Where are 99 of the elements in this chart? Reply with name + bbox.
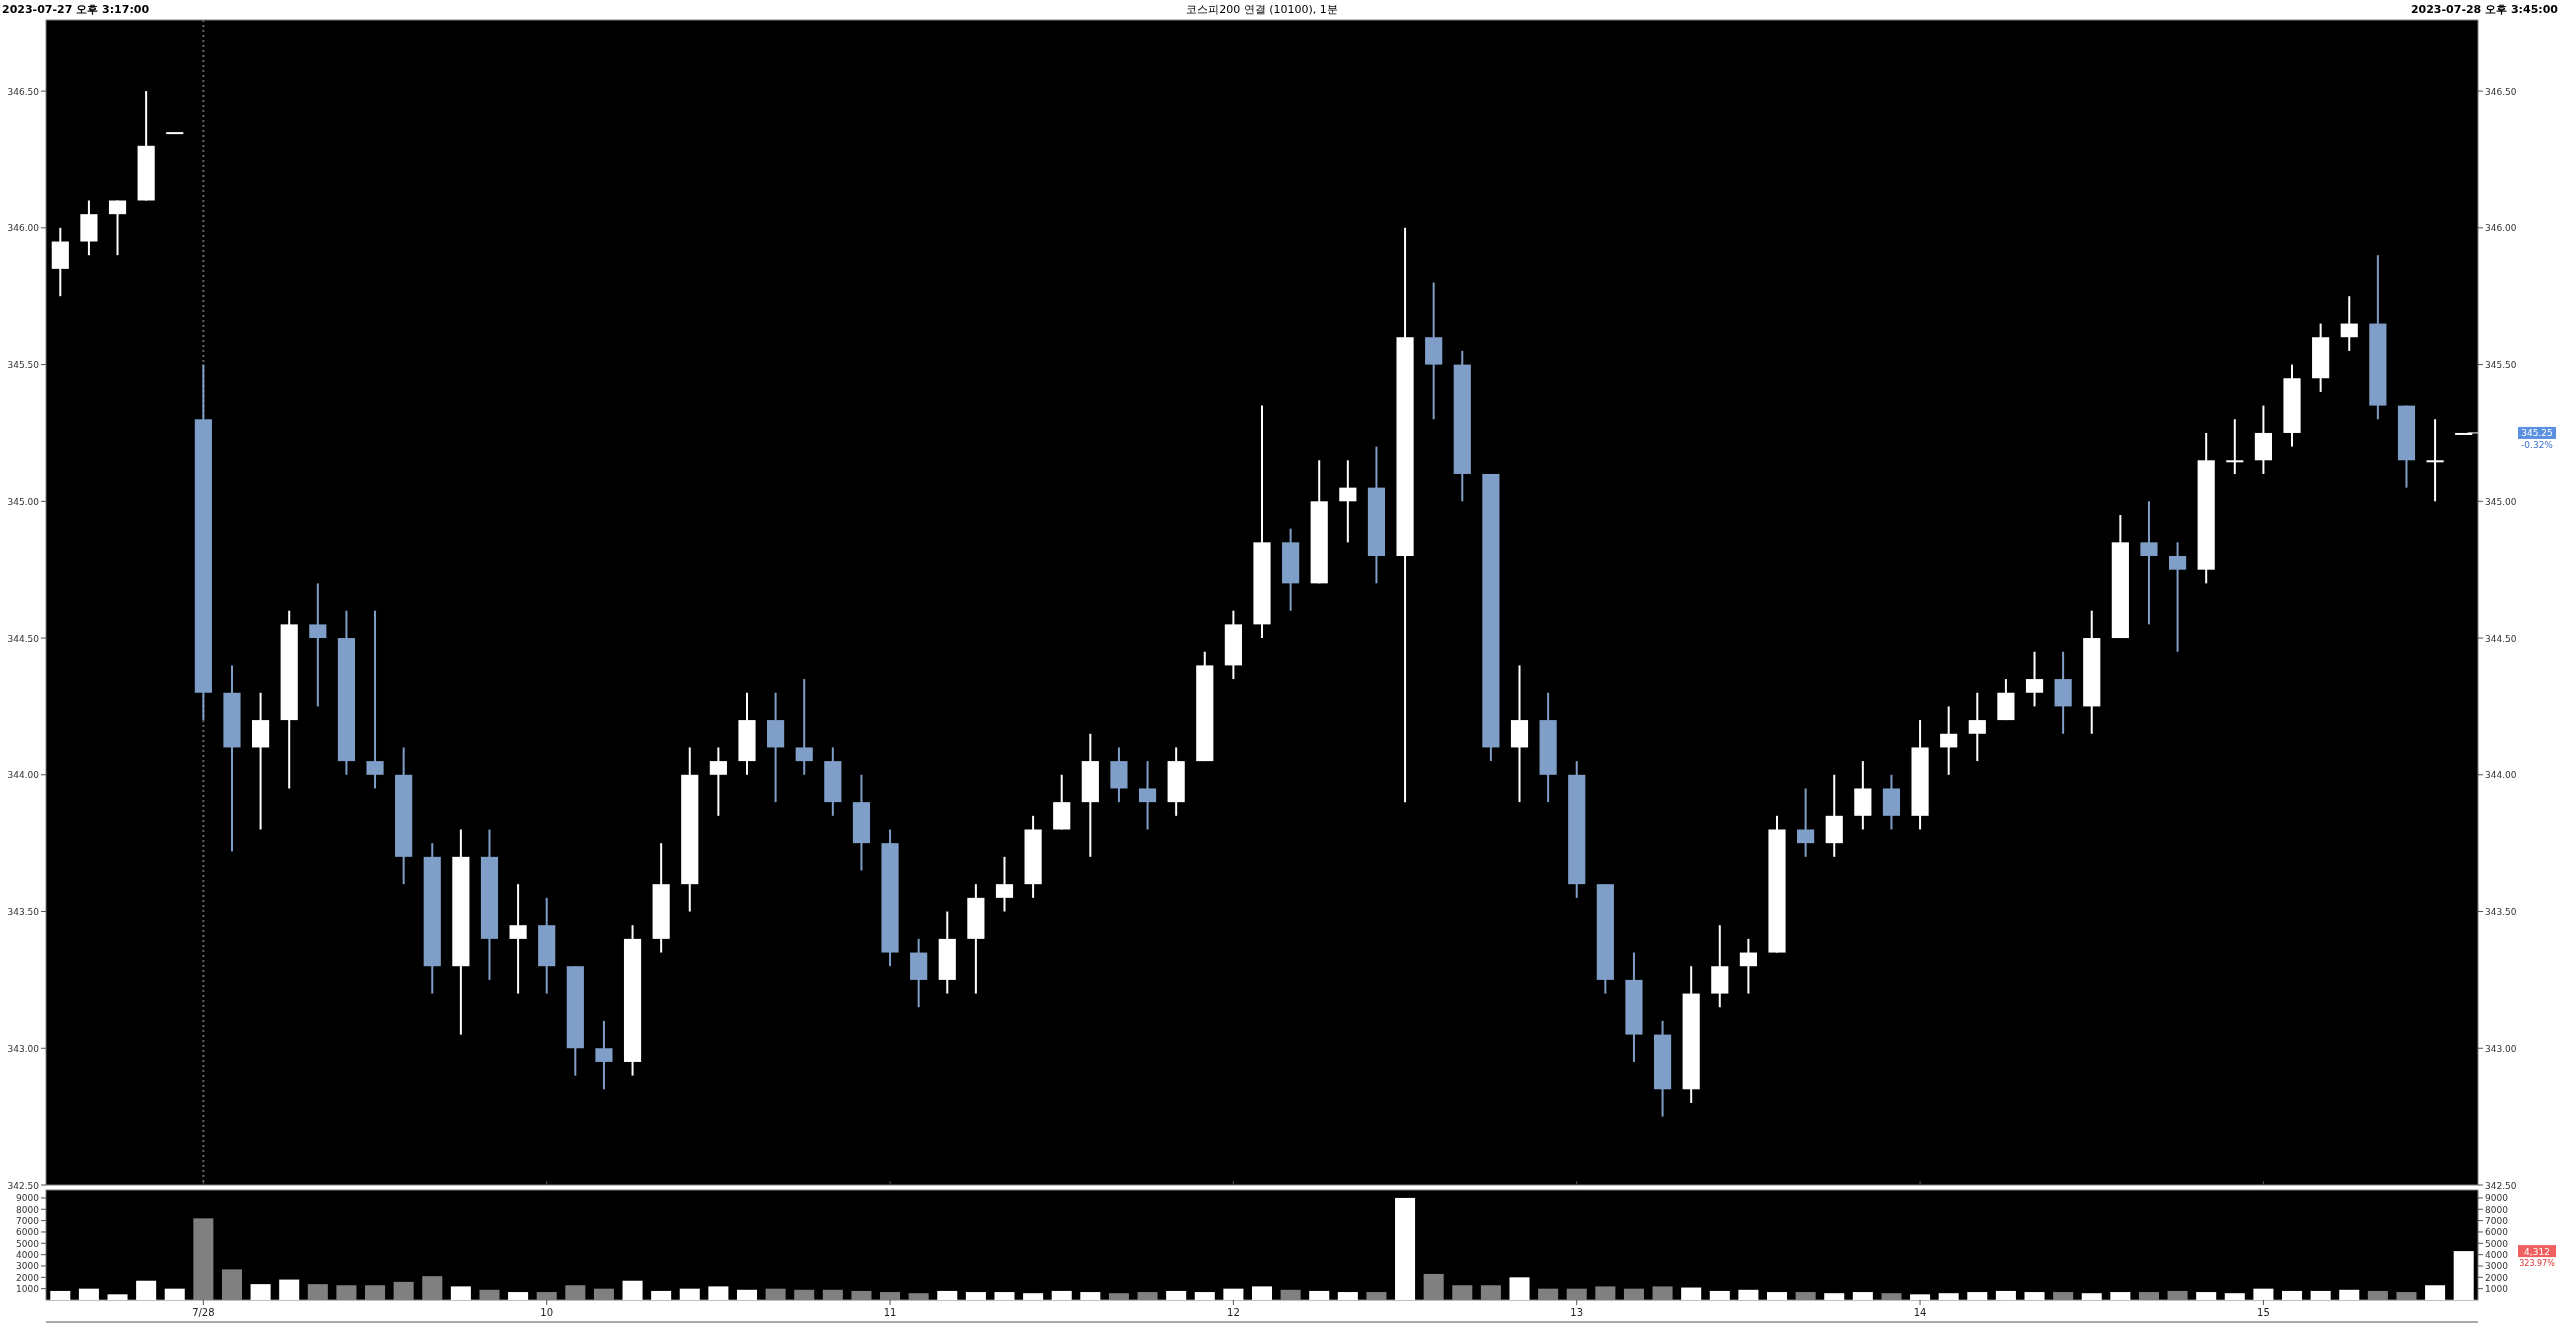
y2-tick-label: 1000 bbox=[2485, 1284, 2509, 1295]
y2-tick-label: 8000 bbox=[2485, 1204, 2509, 1215]
bar bbox=[250, 1284, 271, 1300]
x-tick-label: 14 bbox=[1913, 1307, 1927, 1318]
bar bbox=[136, 1280, 157, 1300]
bar bbox=[450, 1286, 471, 1300]
y2-tick-label: 346.50 bbox=[2485, 86, 2517, 97]
bar bbox=[1395, 1197, 1416, 1300]
bar bbox=[1938, 1293, 1959, 1300]
y2-tick-label: 343.50 bbox=[2485, 907, 2517, 918]
bar bbox=[679, 1288, 700, 1300]
y2-tick-label: 344.00 bbox=[2485, 770, 2517, 781]
y2-tick-label: 345.00 bbox=[2485, 496, 2517, 507]
x-tick-label: 11 bbox=[883, 1307, 897, 1318]
bar bbox=[1910, 1294, 1931, 1300]
text: 323.97% bbox=[2519, 1259, 2556, 1269]
y2-tick-label: 344.50 bbox=[2485, 633, 2517, 644]
y2-tick-label: 6000 bbox=[2485, 1227, 2509, 1238]
bar bbox=[2196, 1292, 2217, 1300]
y2-tick-label: 3000 bbox=[2485, 1261, 2509, 1272]
y-tick-label: 343.00 bbox=[7, 1043, 40, 1054]
bar bbox=[1337, 1292, 1358, 1300]
x-tick-label: 15 bbox=[2257, 1307, 2270, 1318]
y-tick-label: 346.00 bbox=[7, 223, 40, 234]
bar bbox=[50, 1290, 71, 1300]
y-tick-label: 4000 bbox=[16, 1250, 40, 1261]
text: 4,312 bbox=[2524, 1246, 2550, 1257]
y2-tick-label: 346.00 bbox=[2485, 223, 2517, 234]
y-tick-label: 9000 bbox=[16, 1193, 40, 1204]
y-tick-label: 3000 bbox=[16, 1261, 40, 1272]
bar bbox=[1023, 1293, 1044, 1300]
bar bbox=[736, 1289, 757, 1300]
bar bbox=[1080, 1292, 1101, 1300]
bar bbox=[2310, 1290, 2331, 1300]
bar bbox=[2224, 1293, 2245, 1300]
bar bbox=[1051, 1290, 1072, 1300]
y-tick-label: 343.50 bbox=[7, 907, 40, 918]
y-tick-label: 5000 bbox=[16, 1238, 40, 1249]
bar bbox=[1967, 1292, 1988, 1300]
y-tick-label: 2000 bbox=[16, 1272, 40, 1283]
bar bbox=[994, 1292, 1015, 1300]
x-tick-label: 13 bbox=[1570, 1307, 1584, 1318]
bar bbox=[508, 1292, 529, 1300]
y2-tick-label: 2000 bbox=[2485, 1272, 2509, 1283]
bar bbox=[2282, 1290, 2303, 1300]
y-tick-label: 8000 bbox=[16, 1204, 40, 1215]
text: 2023-07-28 오후 3:45:00 bbox=[2410, 3, 2559, 16]
y-tick-label: 345.00 bbox=[7, 496, 40, 507]
text: 2023-07-27 오후 3:17:00 bbox=[2, 3, 150, 16]
bar bbox=[2453, 1251, 2474, 1300]
bar bbox=[937, 1290, 958, 1300]
bar bbox=[651, 1290, 672, 1300]
bar bbox=[2253, 1288, 2274, 1300]
y-tick-label: 346.50 bbox=[7, 86, 40, 97]
bar bbox=[1251, 1286, 1273, 1300]
bar bbox=[2081, 1293, 2102, 1300]
bar bbox=[1995, 1290, 2016, 1300]
y2-tick-label: 5000 bbox=[2485, 1238, 2509, 1249]
x-tick-label: 7/28 bbox=[192, 1307, 215, 1318]
bar bbox=[965, 1292, 986, 1300]
bar bbox=[2339, 1289, 2360, 1300]
y-tick-label: 342.50 bbox=[7, 1180, 40, 1191]
bar bbox=[279, 1279, 300, 1300]
bar bbox=[2024, 1292, 2045, 1300]
bar bbox=[1309, 1290, 1330, 1300]
bar bbox=[107, 1294, 128, 1300]
bar bbox=[1824, 1293, 1845, 1300]
bar bbox=[1681, 1287, 1702, 1300]
text: -0.32% bbox=[2521, 439, 2554, 450]
text: 345.25 bbox=[2521, 428, 2553, 439]
bar bbox=[2110, 1292, 2131, 1300]
bar bbox=[1852, 1292, 1873, 1300]
x-tick-label: 12 bbox=[1227, 1307, 1240, 1318]
y2-tick-label: 342.50 bbox=[2485, 1180, 2517, 1191]
x-tick-label: 10 bbox=[540, 1307, 554, 1318]
bar bbox=[1767, 1292, 1788, 1300]
bar bbox=[1709, 1290, 1730, 1300]
y2-tick-label: 7000 bbox=[2485, 1216, 2509, 1227]
y2-tick-label: 343.00 bbox=[2485, 1043, 2517, 1054]
bar bbox=[1223, 1288, 1244, 1300]
y-tick-label: 7000 bbox=[16, 1216, 40, 1227]
bar bbox=[1509, 1277, 1530, 1300]
bar bbox=[78, 1288, 99, 1300]
y-tick-label: 345.50 bbox=[7, 360, 40, 371]
bar bbox=[1194, 1292, 1215, 1300]
y-tick-label: 6000 bbox=[16, 1227, 40, 1238]
bar bbox=[622, 1280, 643, 1300]
y-tick-label: 344.00 bbox=[7, 770, 40, 781]
y2-tick-label: 9000 bbox=[2485, 1193, 2509, 1204]
bar bbox=[164, 1288, 185, 1300]
y2-tick-label: 4000 bbox=[2485, 1250, 2509, 1261]
bar bbox=[1738, 1289, 1759, 1300]
bar bbox=[1166, 1290, 1187, 1300]
bar bbox=[2425, 1285, 2446, 1300]
y2-tick-label: 345.50 bbox=[2485, 360, 2517, 371]
chart-title: 코스피200 연결 (10100), 1분 bbox=[1186, 3, 1338, 16]
y-tick-label: 1000 bbox=[16, 1284, 40, 1295]
bar bbox=[708, 1286, 729, 1300]
y-tick-label: 344.50 bbox=[7, 633, 40, 644]
